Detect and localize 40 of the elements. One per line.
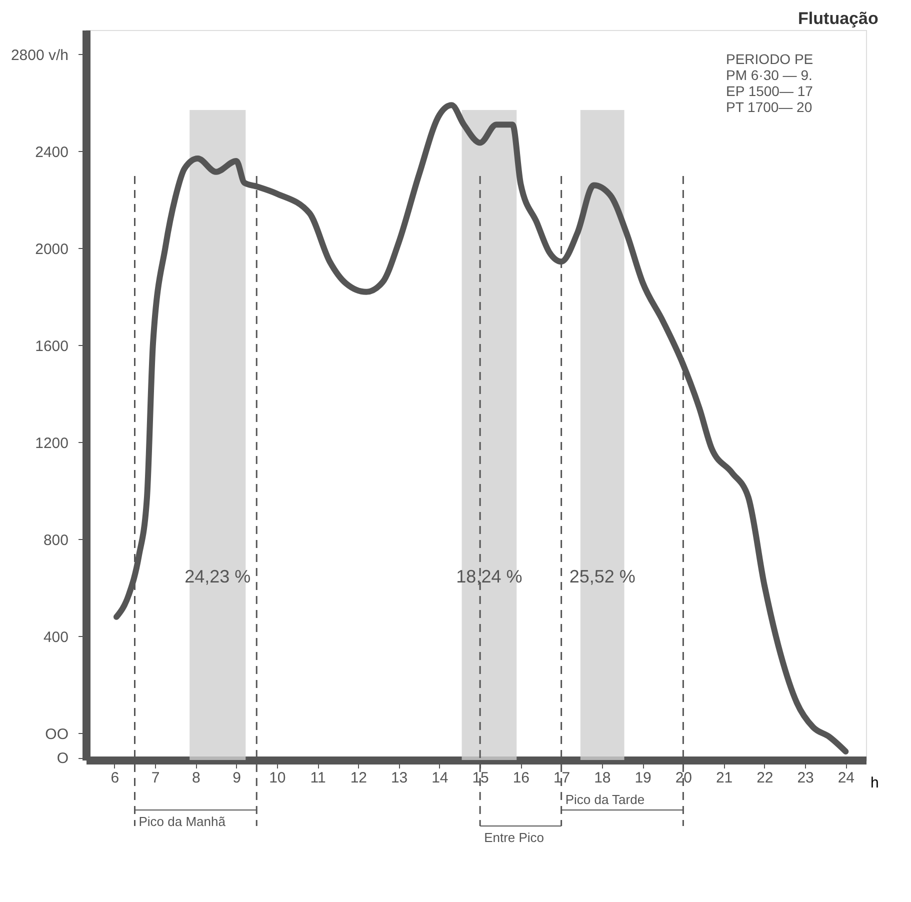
y-tick-label: 2800 v/h bbox=[10, 46, 68, 64]
y-tick-label: 2000 bbox=[35, 240, 68, 258]
x-axis-title: h bbox=[870, 774, 879, 792]
band-label: 18,24 % bbox=[456, 566, 522, 586]
x-tick-label: 11 bbox=[310, 770, 326, 786]
annotation: PM 6·30 — 9. bbox=[726, 67, 812, 83]
band-label: 24,23 % bbox=[184, 566, 251, 586]
y-tick-label: 400 bbox=[43, 628, 68, 646]
x-tick-label: 13 bbox=[390, 770, 408, 786]
annotation: EP 1500— 17 bbox=[726, 83, 814, 99]
x-tick-label: 20 bbox=[675, 770, 692, 786]
x-tick-label: 18 bbox=[594, 770, 611, 786]
x-tick-label: 8 bbox=[192, 770, 200, 786]
y-tick-label: 800 bbox=[43, 532, 68, 549]
y-tick-label: O bbox=[56, 750, 68, 768]
x-tick-label: 21 bbox=[716, 770, 733, 786]
ref-line-label: Entre Pico bbox=[484, 830, 544, 845]
x-tick-label: 24 bbox=[838, 770, 855, 786]
x-tick-label: 12 bbox=[350, 770, 368, 786]
ref-line-label: Pico da Manhã bbox=[138, 814, 226, 829]
x-tick-label: 16 bbox=[512, 770, 530, 786]
x-tick-label: 15 bbox=[472, 770, 489, 786]
y-tick-label: OO bbox=[45, 726, 68, 743]
x-tick-label: 7 bbox=[151, 770, 160, 786]
x-tick-label: 23 bbox=[797, 770, 814, 786]
y-tick-label: 2400 bbox=[35, 144, 68, 161]
x-tick-label: 14 bbox=[432, 770, 448, 786]
x-tick-label: 19 bbox=[634, 770, 652, 786]
x-tick-label: 22 bbox=[756, 770, 774, 786]
x-tick-label: 17 bbox=[553, 770, 570, 786]
x-tick-label: 10 bbox=[269, 770, 286, 786]
x-tick-label: 9 bbox=[232, 770, 241, 786]
annotation: PT 1700— 20 bbox=[726, 99, 812, 115]
y-tick-label: 1600 bbox=[35, 338, 68, 355]
ref-line-label: Pico da Tarde bbox=[565, 792, 645, 807]
y-tick-label: 1200 bbox=[35, 434, 68, 452]
x-tick-label: 6 bbox=[110, 770, 120, 786]
band-label: 25,52 % bbox=[569, 566, 636, 586]
chart-title: Flutuação bbox=[798, 9, 878, 28]
annotation: PERIODO PE bbox=[726, 51, 814, 67]
